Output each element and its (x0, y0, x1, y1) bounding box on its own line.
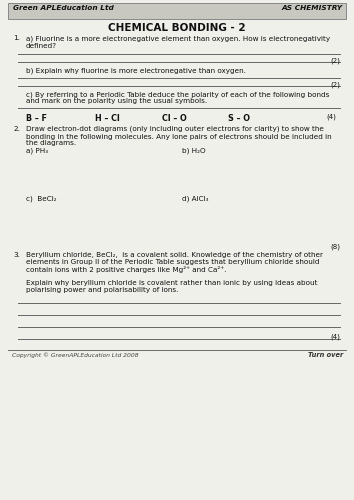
Text: (4): (4) (330, 334, 340, 340)
Text: b) H₂O: b) H₂O (182, 148, 206, 154)
Text: a) PH₃: a) PH₃ (26, 148, 48, 154)
Text: S – O: S – O (228, 114, 250, 123)
Text: 1.: 1. (13, 35, 20, 41)
Text: a) Fluorine is a more electronegative element than oxygen. How is electronegativ: a) Fluorine is a more electronegative el… (26, 35, 330, 48)
Text: b) Explain why fluorine is more electronegative than oxygen.: b) Explain why fluorine is more electron… (26, 67, 246, 73)
Text: B – F: B – F (26, 114, 47, 123)
Text: (2): (2) (330, 81, 340, 87)
Text: (4): (4) (326, 114, 336, 120)
Text: (8): (8) (330, 244, 340, 250)
Text: H – Cl: H – Cl (95, 114, 120, 123)
Text: CHEMICAL BONDING - 2: CHEMICAL BONDING - 2 (108, 23, 246, 33)
Text: Explain why beryllium chloride is covalent rather than ionic by using ideas abou: Explain why beryllium chloride is covale… (26, 280, 318, 293)
Text: 3.: 3. (13, 252, 20, 258)
Text: Copyright © GreenAPLEducation Ltd 2008: Copyright © GreenAPLEducation Ltd 2008 (12, 352, 139, 358)
Text: c)  BeCl₂: c) BeCl₂ (26, 196, 57, 202)
Text: Turn over: Turn over (308, 352, 343, 358)
Text: Cl – O: Cl – O (162, 114, 187, 123)
Text: Draw electron-dot diagrams (only including outer electrons for clarity) to show : Draw electron-dot diagrams (only includi… (26, 126, 332, 146)
Text: Beryllium chloride, BeCl₂,  is a covalent solid. Knowledge of the chemistry of o: Beryllium chloride, BeCl₂, is a covalent… (26, 252, 323, 273)
Text: 2.: 2. (13, 126, 20, 132)
Text: (2): (2) (330, 57, 340, 64)
Text: d) AlCl₃: d) AlCl₃ (182, 196, 209, 202)
Text: c) By referring to a Periodic Table deduce the polarity of each of the following: c) By referring to a Periodic Table dedu… (26, 91, 329, 104)
Text: Green APLEducation Ltd: Green APLEducation Ltd (13, 4, 114, 10)
Bar (8, 3, 346, 19)
Text: AS CHEMISTRY: AS CHEMISTRY (282, 4, 343, 10)
